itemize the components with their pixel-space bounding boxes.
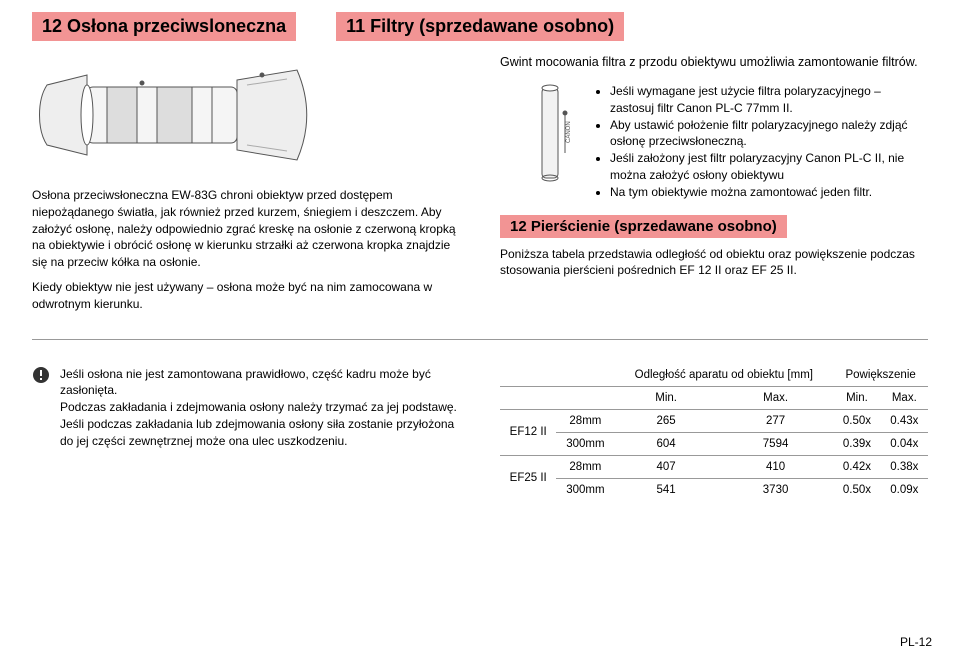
filter-figure: CANON xyxy=(520,83,580,183)
table-cell: 0.50x xyxy=(833,409,880,432)
table-cell: 277 xyxy=(718,409,833,432)
hood-warning-1: Jeśli osłona nie jest zamontowana prawid… xyxy=(60,366,460,400)
table-cell: 541 xyxy=(614,478,718,501)
hood-desc-2: Kiedy obiektyw nie jest używany – osłona… xyxy=(32,279,460,313)
table-cell: 410 xyxy=(718,455,833,478)
filters-bullet: Na tym obiektywie można zamontować jeden… xyxy=(610,184,928,201)
section-12-ring-title: 12 Pierścienie (sprzedawane osobno) xyxy=(500,215,787,238)
table-cell: 28mm xyxy=(556,409,614,432)
divider xyxy=(32,339,928,340)
table-cell: 0.43x xyxy=(881,409,928,432)
filters-bullet: Jeśli założony jest filtr polaryzacyjny … xyxy=(610,150,928,184)
table-cell: 604 xyxy=(614,432,718,455)
table-cell: 28mm xyxy=(556,455,614,478)
table-header-min: Min. xyxy=(833,386,880,409)
table-cell: 0.09x xyxy=(881,478,928,501)
lens-hood-figure xyxy=(32,55,312,175)
table-cell: 300mm xyxy=(556,478,614,501)
section-12-hood-title: 12 Osłona przeciwsloneczna xyxy=(32,12,296,41)
table-cell: 3730 xyxy=(718,478,833,501)
page-number: PL-12 xyxy=(900,635,932,649)
table-cell: 0.42x xyxy=(833,455,880,478)
table-header-max: Max. xyxy=(881,386,928,409)
table-cell: 0.04x xyxy=(881,432,928,455)
warning-icon xyxy=(32,366,50,384)
table-cell: 0.38x xyxy=(881,455,928,478)
ring-distance-table: Odległość aparatu od obiektu [mm] Powięk… xyxy=(500,364,928,501)
table-cell: 265 xyxy=(614,409,718,432)
filters-bullet: Aby ustawić położenie filtr polaryzacyjn… xyxy=(610,117,928,151)
table-header-min: Min. xyxy=(614,386,718,409)
table-header-max: Max. xyxy=(718,386,833,409)
hood-desc-1: Osłona przeciwsłoneczna EW-83G chroni ob… xyxy=(32,187,460,271)
filter-figure-label: CANON xyxy=(566,121,572,143)
table-cell: 407 xyxy=(614,455,718,478)
table-model-cell: EF12 II xyxy=(500,409,556,455)
ring-intro: Poniższa tabela przedstawia odległość od… xyxy=(500,246,928,280)
filters-intro: Gwint mocowania filtra z przodu obiektyw… xyxy=(500,55,928,69)
section-11-filters-title: 11 Filtry (sprzedawane osobno) xyxy=(336,12,624,41)
hood-warning-2: Podczas zakładania i zdejmowania osłony … xyxy=(60,399,460,449)
table-cell: 0.39x xyxy=(833,432,880,455)
table-cell: 7594 xyxy=(718,432,833,455)
table-cell: 0.50x xyxy=(833,478,880,501)
table-header-magnification: Powiększenie xyxy=(833,364,928,387)
filters-bullet: Jeśli wymagane jest użycie filtra polary… xyxy=(610,83,928,117)
hood-warning-text: Jeśli osłona nie jest zamontowana prawid… xyxy=(60,366,460,450)
table-cell: 300mm xyxy=(556,432,614,455)
filters-bullet-list: Jeśli wymagane jest użycie filtra polary… xyxy=(592,83,928,201)
table-model-cell: EF25 II xyxy=(500,455,556,501)
table-header-distance: Odległość aparatu od obiektu [mm] xyxy=(614,364,833,387)
